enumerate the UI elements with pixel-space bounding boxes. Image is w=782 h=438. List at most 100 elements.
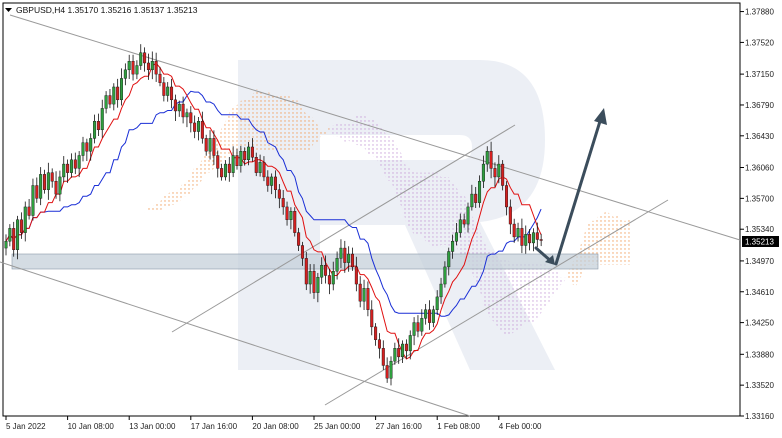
candle [73, 152, 77, 175]
candle [335, 251, 339, 280]
candle [4, 234, 8, 256]
candle [389, 356, 393, 386]
cloud-segment-bearish [333, 123, 338, 137]
candle-body-bear [85, 142, 89, 152]
price-axis: 1.37880 1.37520 1.37150 1.36790 1.36430 1.360… [740, 8, 774, 421]
candle [77, 151, 81, 178]
candle [377, 333, 381, 359]
candle [108, 89, 112, 109]
candle-body-bear [508, 206, 512, 225]
x-tick-label: 5 Jan 2022 [6, 422, 46, 431]
candle [300, 241, 304, 266]
candle-body-bull [458, 219, 462, 233]
candle [443, 261, 447, 288]
candle-body-bull [39, 174, 43, 199]
candle [497, 155, 501, 184]
candle-body-bear [300, 245, 304, 259]
candle-body-bear [366, 288, 370, 310]
candle [435, 290, 439, 315]
candle [220, 163, 224, 181]
candle-body-bull [401, 343, 405, 358]
cloud-segment-bearish [348, 123, 353, 144]
candle-body-bear [173, 99, 177, 112]
cloud-segment-bearish [337, 123, 341, 139]
candle [478, 175, 482, 208]
candle-body-bull [89, 138, 93, 152]
candle-body-bull [16, 219, 20, 250]
cloud-segment-bullish [179, 182, 184, 203]
candle-body-bear [343, 247, 347, 263]
candle-body-bear [143, 52, 147, 64]
dropdown-triangle-icon[interactable] [5, 8, 12, 12]
candle [416, 315, 420, 338]
candle-body-bear [12, 228, 16, 250]
candle-body-bull [439, 283, 443, 298]
candle-body-bear [212, 138, 216, 156]
y-tick-label: 1.33160 [745, 412, 774, 421]
candle-body-bear [528, 234, 532, 244]
candle-body-bear [462, 219, 466, 225]
candle [535, 222, 539, 248]
candle-body-bear [520, 228, 524, 246]
candle-body-bull [81, 142, 85, 156]
candle-body-bear [131, 61, 135, 75]
y-tick-label: 1.37520 [745, 38, 774, 47]
cloud-segment-bearish [421, 172, 426, 242]
candle [43, 169, 47, 194]
candle-body-bear [162, 82, 166, 96]
candle [397, 338, 401, 364]
candle-body-bear [181, 103, 185, 118]
candle [254, 152, 258, 177]
candle-body-bear [281, 198, 285, 208]
chart-header-text: GBPUSD,H4 1.35170 1.35216 1.35137 1.3521… [16, 5, 198, 15]
candle-body-bull [127, 61, 131, 71]
y-tick-label: 1.36790 [745, 101, 774, 110]
candle-body-bull [412, 322, 416, 336]
candle [304, 251, 308, 291]
candle-body-bull [435, 296, 439, 310]
x-tick-label: 10 Jan 08:00 [68, 422, 115, 431]
candle [46, 162, 50, 200]
candle [281, 190, 285, 215]
y-tick-label: 1.33520 [745, 381, 774, 390]
candle [247, 141, 251, 166]
candle-body-bear [216, 155, 220, 169]
cloud-segment-bullish [171, 190, 176, 205]
candle [524, 225, 528, 254]
candle-body-bear [154, 61, 158, 75]
cloud-segment-bearish [552, 270, 557, 296]
cloud-segment-bullish [298, 100, 303, 152]
x-tick-label: 4 Feb 00:00 [499, 422, 542, 431]
cloud-segment-bearish [429, 172, 434, 248]
candle [258, 154, 262, 177]
cloud-segment-bullish [160, 194, 164, 212]
candle [277, 184, 281, 209]
candle [146, 53, 150, 80]
candle-body-bull [223, 163, 227, 178]
candle-body-bull [185, 112, 189, 118]
candle [69, 153, 73, 178]
descending-channel-upper [9, 14, 741, 241]
cloud-segment-bullish [233, 105, 237, 156]
candle-body-bear [370, 309, 374, 328]
cloud-segment-bearish [541, 262, 545, 313]
candle-body-bull [497, 163, 501, 178]
candle-body-bear [293, 211, 297, 233]
cloud-segment-bullish [225, 112, 230, 160]
candle [485, 146, 489, 172]
candle-body-bear [327, 275, 331, 285]
cloud-segment-bearish [367, 119, 372, 156]
cloud-segment-bullish [306, 114, 311, 152]
cloud-segment-bearish [375, 121, 380, 165]
candle-body-bull [31, 185, 35, 216]
candle [528, 229, 532, 251]
cloud-segment-bullish [256, 89, 261, 152]
candle [424, 303, 428, 325]
candle [320, 257, 324, 285]
candle [358, 276, 362, 308]
x-tick-label: 1 Feb 08:00 [437, 422, 480, 431]
candle-body-bull [289, 211, 293, 220]
candle-body-bear [512, 223, 516, 238]
candle-body-bear [428, 309, 432, 323]
